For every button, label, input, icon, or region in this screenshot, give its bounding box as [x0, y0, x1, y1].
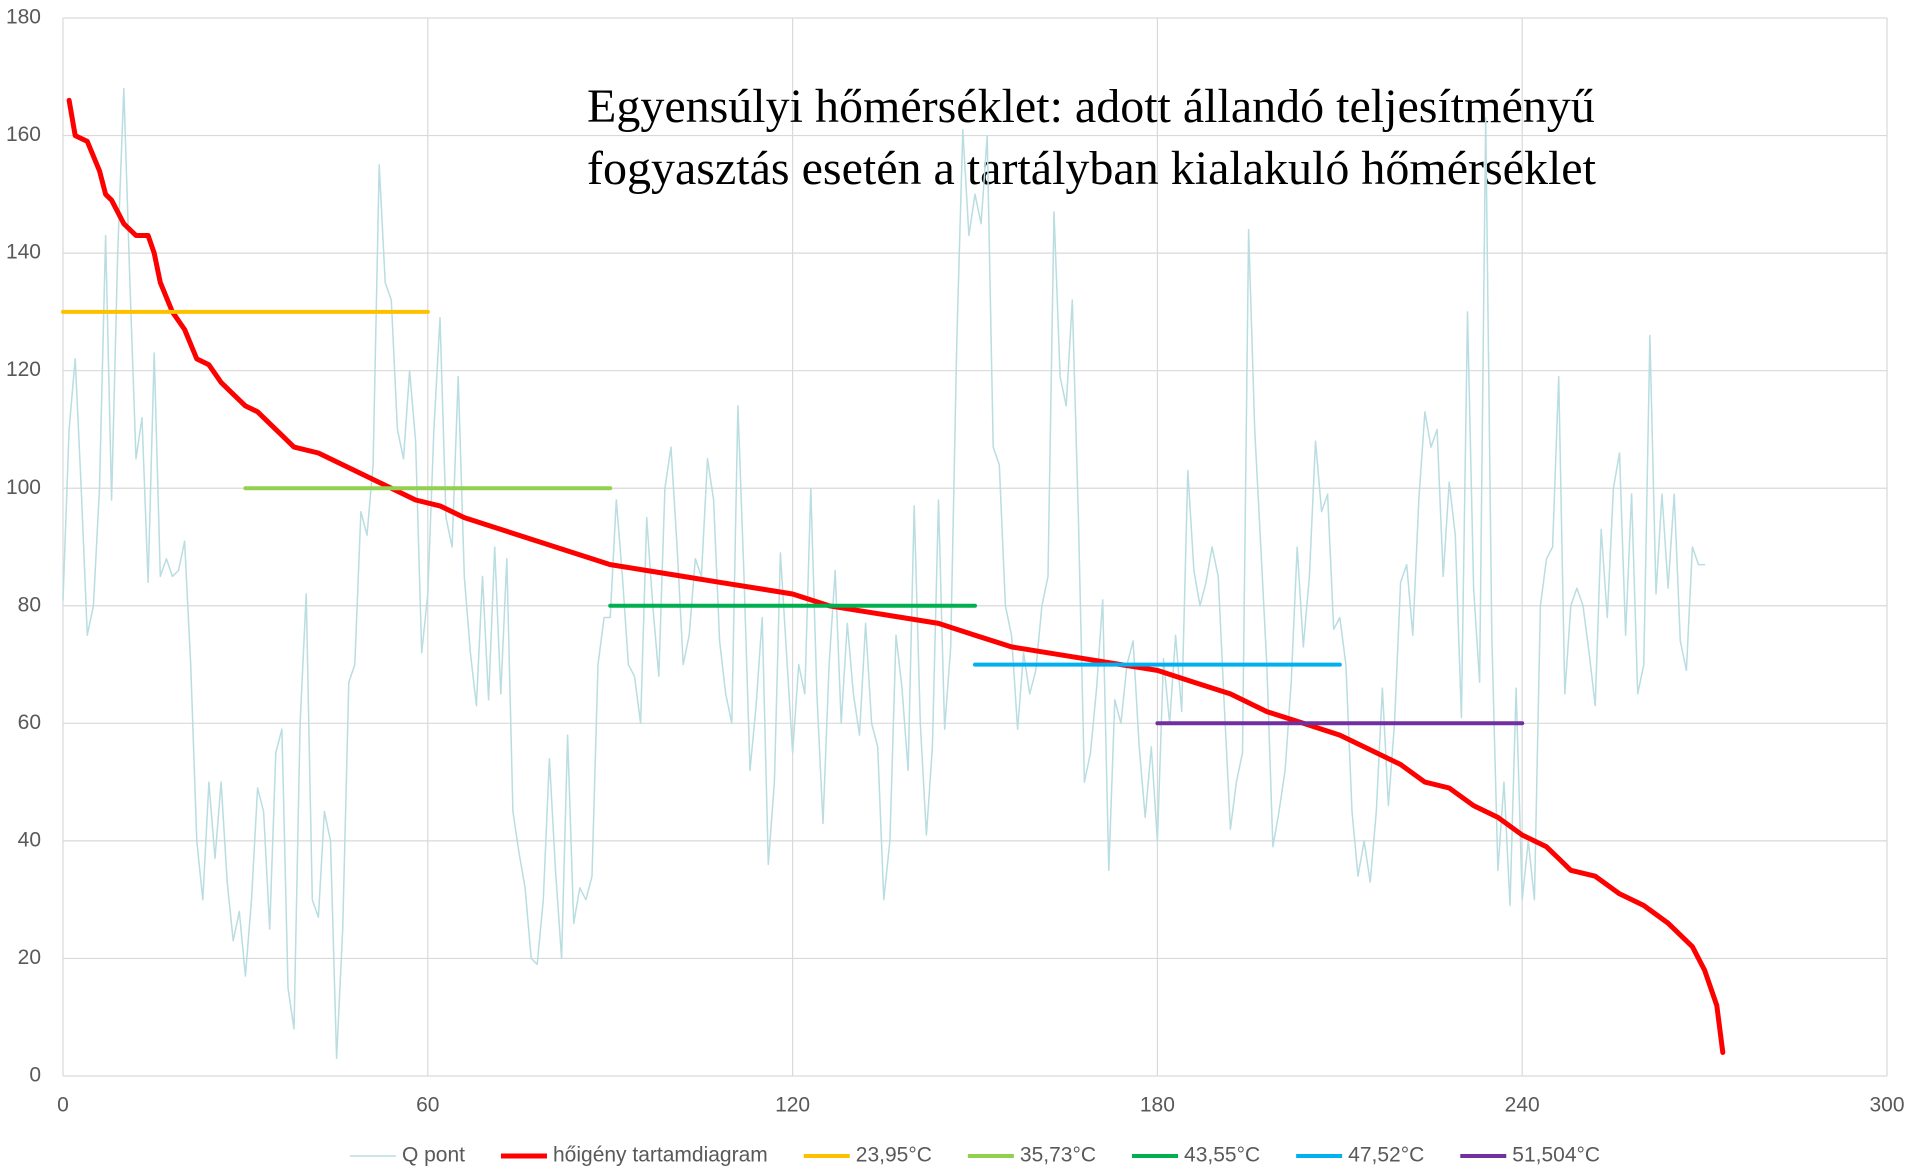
y-tick-label: 160: [6, 123, 41, 146]
x-tick-label: 240: [1505, 1094, 1540, 1117]
x-tick-label: 120: [775, 1094, 810, 1117]
y-tick-label: 120: [6, 358, 41, 381]
y-tick-label: 40: [18, 828, 41, 851]
legend-label: 43,55°C: [1184, 1144, 1260, 1167]
y-tick-label: 60: [18, 711, 41, 734]
y-tick-label: 100: [6, 476, 41, 499]
annotation: fogyasztás esetén a tartályban kialakuló…: [587, 142, 1597, 195]
x-tick-label: 180: [1140, 1094, 1175, 1117]
y-tick-label: 80: [18, 593, 41, 616]
legend-label: 51,504°C: [1512, 1144, 1600, 1167]
y-tick-label: 180: [6, 6, 41, 29]
y-tick-label: 140: [6, 241, 41, 264]
legend-label: 23,95°C: [856, 1144, 932, 1167]
x-tick-label: 300: [1869, 1094, 1904, 1117]
x-tick-label: 60: [416, 1094, 439, 1117]
series-line: [66, 97, 1726, 1055]
legend-label: 47,52°C: [1348, 1144, 1424, 1167]
legend: Q pont hőigény tartamdiagram 23,95°C 35,73°…: [349, 1144, 1600, 1167]
y-tick-label: 0: [29, 1064, 41, 1087]
legend-label: 35,73°C: [1020, 1144, 1096, 1167]
annotation: Egyensúlyi hőmérséklet: adott állandó te…: [587, 80, 1595, 133]
x-tick-label: 0: [57, 1094, 69, 1117]
series-line: [62, 87, 1706, 1060]
legend-label: hőigény tartamdiagram: [553, 1144, 768, 1167]
legend-label: Q pont: [402, 1144, 465, 1167]
y-tick-label: 20: [18, 946, 41, 969]
